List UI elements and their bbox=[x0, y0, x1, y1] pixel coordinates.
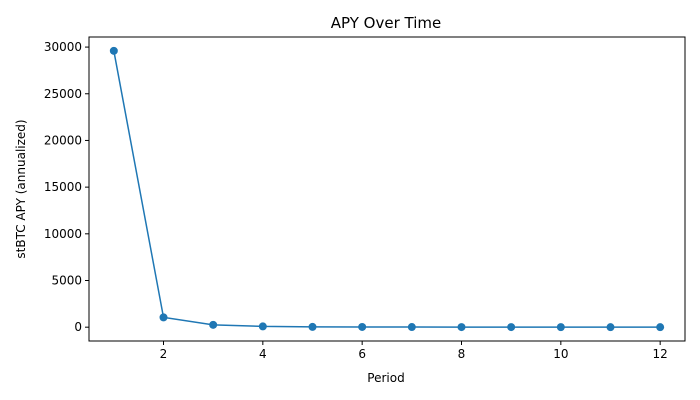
y-tick-label: 30000 bbox=[44, 40, 82, 54]
x-tick-label: 6 bbox=[358, 347, 366, 361]
y-tick-label: 0 bbox=[74, 320, 82, 334]
chart-title: APY Over Time bbox=[331, 14, 441, 32]
data-point bbox=[606, 323, 615, 332]
plot-area bbox=[109, 46, 665, 332]
data-point bbox=[457, 323, 466, 332]
data-point bbox=[159, 313, 168, 322]
series-line bbox=[113, 50, 661, 328]
data-point bbox=[556, 323, 565, 332]
y-tick-label: 15000 bbox=[44, 180, 82, 194]
x-tick-label: 4 bbox=[259, 347, 267, 361]
y-axis: 0 5000 10000 15000 20000 25000 30000 bbox=[44, 40, 89, 334]
x-tick-label: 8 bbox=[458, 347, 466, 361]
y-tick-label: 5000 bbox=[51, 273, 82, 287]
x-axis: 2 4 6 8 10 12 bbox=[160, 341, 668, 361]
data-point bbox=[507, 323, 516, 332]
data-point bbox=[656, 323, 665, 332]
data-point bbox=[209, 320, 218, 329]
x-axis-title: Period bbox=[367, 371, 404, 385]
x-tick-label: 2 bbox=[160, 347, 168, 361]
y-tick-label: 20000 bbox=[44, 133, 82, 147]
x-tick-label: 10 bbox=[553, 347, 568, 361]
y-axis-title: stBTC APY (annualized) bbox=[14, 119, 28, 258]
x-tick-label: 12 bbox=[653, 347, 668, 361]
y-tick-label: 25000 bbox=[44, 87, 82, 101]
data-point bbox=[358, 322, 367, 331]
data-point bbox=[308, 322, 317, 331]
plot-frame bbox=[88, 36, 686, 342]
y-tick-label: 10000 bbox=[44, 227, 82, 241]
data-point bbox=[258, 322, 267, 331]
data-point bbox=[109, 46, 118, 55]
data-point bbox=[407, 323, 416, 332]
